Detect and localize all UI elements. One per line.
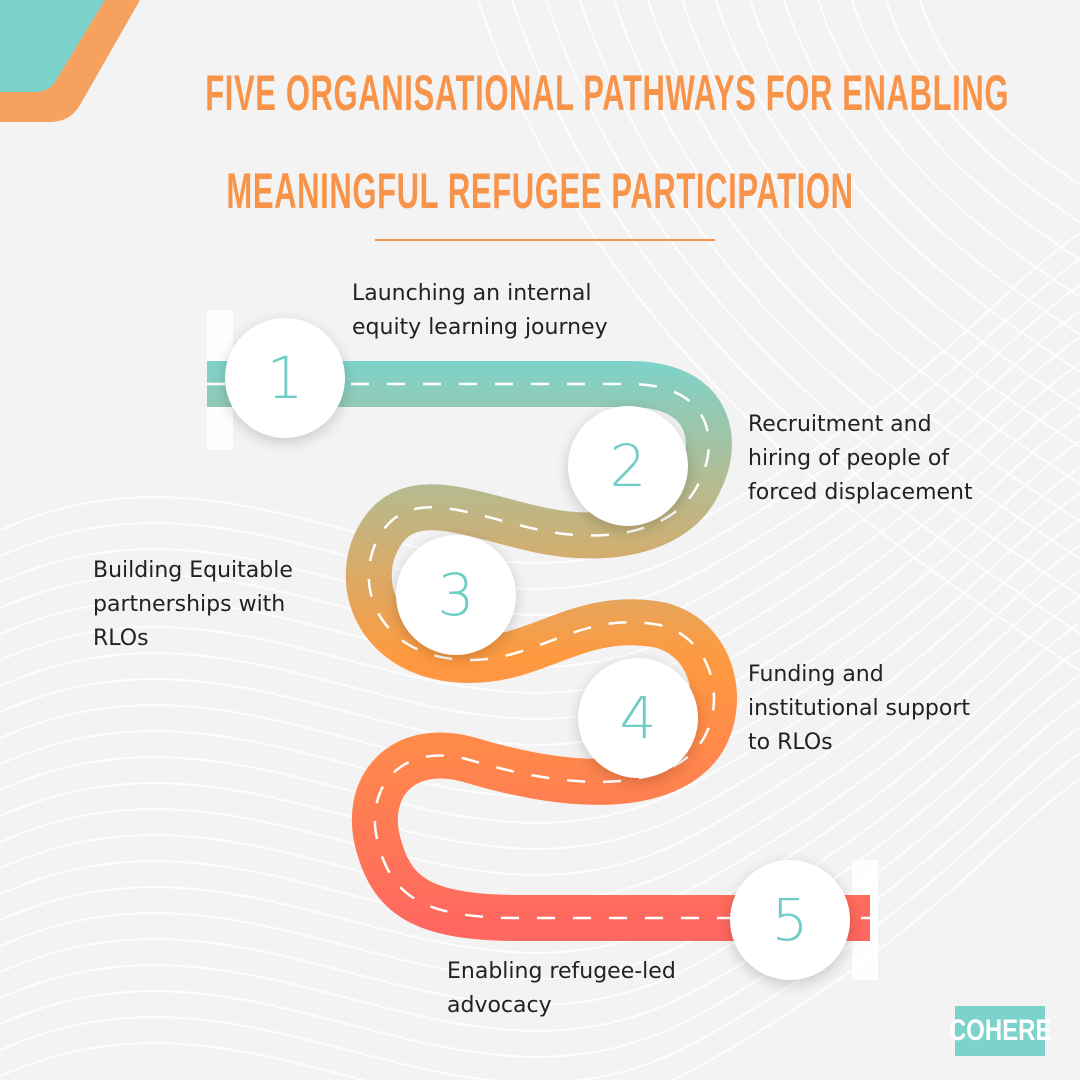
step-1-number-badge: 1 xyxy=(225,318,345,438)
step-2-label: Recruitment and hiring of people of forc… xyxy=(748,408,973,510)
cohere-logo: COHERE xyxy=(949,1006,1051,1056)
page-title-line-2: MEANINGFUL REFUGEE PARTICIPATION xyxy=(226,163,854,219)
road-centre-dashes xyxy=(207,382,870,920)
step-5-label: Enabling refugee-led advocacy xyxy=(447,955,676,1023)
title-underline xyxy=(375,239,715,241)
step-4-label-line: Funding and xyxy=(748,662,884,687)
step-3-label-line: Building Equitable xyxy=(93,558,293,583)
page-title-line-1: FIVE ORGANISATIONAL PATHWAYS FOR ENABLIN… xyxy=(205,65,1010,121)
step-2-number-badge: 2 xyxy=(568,406,688,526)
step-1-label-line: equity learning journey xyxy=(352,315,608,340)
step-5-label-line: Enabling refugee-led xyxy=(447,959,676,984)
step-2-label-line: Recruitment and xyxy=(748,412,932,437)
corner-teal-shape xyxy=(0,0,105,92)
step-3-number-badge: 3 xyxy=(396,535,516,655)
step-1-label-line: Launching an internal xyxy=(352,281,592,306)
step-4-number-badge: 4 xyxy=(578,658,698,778)
step-5-label-line: advocacy xyxy=(447,993,552,1018)
step-2-label-line: hiring of people of xyxy=(748,446,950,471)
logo-text: COHERE xyxy=(948,1014,1052,1047)
step-3-label: Building Equitable partnerships with RLO… xyxy=(93,554,293,656)
step-3-label-line: RLOs xyxy=(93,626,149,651)
step-3-label-line: partnerships with xyxy=(93,592,286,617)
step-1-label: Launching an internal equity learning jo… xyxy=(352,277,608,345)
step-2-label-line: forced displacement xyxy=(748,480,973,505)
step-4-label: Funding and institutional support to RLO… xyxy=(748,658,970,760)
step-4-label-line: to RLOs xyxy=(748,730,833,755)
step-4-label-line: institutional support xyxy=(748,696,971,721)
step-5-number-badge: 5 xyxy=(730,860,850,980)
